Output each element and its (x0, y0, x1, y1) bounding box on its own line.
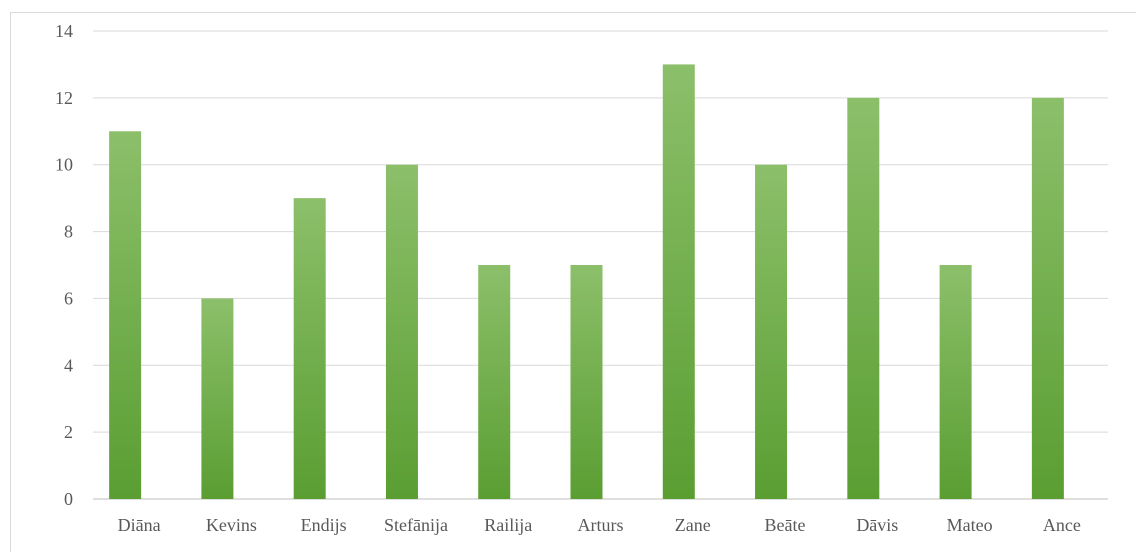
x-axis-ticks: Diāna Kevins Endijs Stefānija Railija Arturs Z… (118, 515, 1081, 535)
bar-Arturs (570, 265, 603, 499)
y-tick-label: 4 (64, 355, 73, 375)
x-tick-label: Railija (484, 515, 532, 535)
y-tick-label: 10 (55, 155, 73, 175)
x-tick-label: Mateo (947, 515, 993, 535)
y-tick-label: 0 (64, 489, 73, 509)
y-tick-label: 12 (55, 88, 73, 108)
bar-Endijs (293, 198, 326, 499)
bar-Mateo (939, 265, 972, 499)
x-tick-label: Ance (1043, 515, 1081, 535)
chart-frame (10, 12, 1136, 552)
y-tick-label: 2 (64, 422, 73, 442)
bar-chart: 0 2 4 6 8 10 12 14 Diāna Kevins Endijs Stefānija Ra… (55, 21, 1108, 535)
y-tick-label: 6 (64, 288, 73, 308)
x-tick-label: Endijs (301, 515, 347, 535)
x-tick-label: Zane (675, 515, 711, 535)
y-tick-label: 8 (64, 222, 73, 242)
bar-Railija (478, 265, 511, 499)
x-tick-label: Beāte (765, 515, 806, 535)
bar-Zane (662, 64, 695, 499)
y-tick-label: 14 (55, 21, 73, 41)
bar-Beāte (755, 164, 788, 499)
bar-Ance (1031, 97, 1064, 499)
x-tick-label: Arturs (578, 515, 624, 535)
x-tick-label: Stefānija (384, 515, 448, 535)
y-axis-ticks: 0 2 4 6 8 10 12 14 (55, 21, 73, 509)
x-tick-label: Diāna (118, 515, 161, 535)
x-tick-label: Dāvis (856, 515, 898, 535)
bar-Diāna (109, 131, 142, 500)
bars (109, 64, 1064, 500)
bar-Stefānija (385, 164, 418, 499)
bar-Dāvis (847, 97, 880, 499)
bar-Kevins (201, 298, 234, 499)
x-tick-label: Kevins (206, 515, 257, 535)
